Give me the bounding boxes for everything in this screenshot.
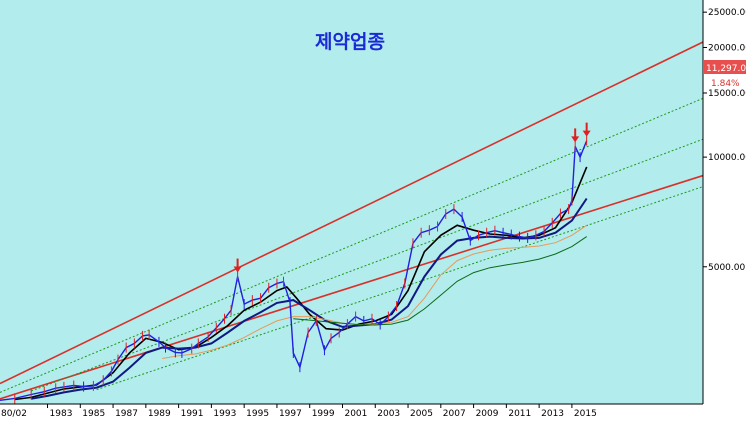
x-tick-label: 1997: [279, 409, 302, 419]
x-tick-label: 1991: [181, 409, 204, 419]
moving-average-line-1: [14, 166, 588, 401]
x-tick-label: 2007: [443, 409, 466, 419]
moving-average-line-3: [162, 224, 587, 359]
channel-line-3: [0, 97, 704, 393]
y-tick-label: 25000.00: [708, 8, 746, 18]
x-tick-label: 2003: [377, 409, 400, 419]
y-tick-label: 5000.00: [708, 263, 745, 273]
x-axis-panel: [0, 404, 746, 426]
last-price-box-bg: [703, 60, 746, 74]
x-tick-label: 2011: [508, 409, 531, 419]
arrow-head: [571, 136, 580, 143]
x-tick-label: 1995: [246, 409, 269, 419]
down-arrow-marker-1: [233, 258, 242, 273]
last-price-label: 11,297.02: [706, 64, 746, 74]
y-tick-label: 10000.00: [708, 153, 746, 163]
x-tick-label: 1987: [115, 409, 138, 419]
highlight-markers: [233, 122, 591, 273]
x-first-label: 80/02: [1, 409, 27, 419]
x-tick-label: 1999: [312, 409, 335, 419]
moving-averages: [14, 166, 588, 401]
channel-line-4: [30, 138, 704, 392]
y-axis-ticks: 25000.00 20000.00 15000.00 10000.00 5000.00: [703, 8, 746, 273]
moving-average-line-4: [293, 236, 587, 326]
plot-background: [0, 0, 703, 404]
x-tick-label: 1985: [82, 409, 105, 419]
channel-line-5: [96, 186, 704, 391]
down-arrow-marker-2: [571, 128, 580, 143]
x-tick-label: 1983: [50, 409, 73, 419]
last-change-label: 1.84%: [711, 79, 740, 89]
arrow-head: [582, 130, 591, 137]
last-price-box: 11,297.02 1.84%: [703, 60, 746, 89]
x-axis-ticks: 80/02 1983 1985 1987 1989 1991 1993 1995 1997 199…: [1, 404, 597, 419]
down-arrow-marker-3: [582, 122, 591, 137]
y-tick-label: 15000.00: [708, 89, 746, 99]
arrow-head: [233, 266, 242, 273]
x-tick-label: 2009: [476, 409, 499, 419]
y-tick-label: 20000.00: [708, 43, 746, 53]
price-series: [0, 135, 588, 404]
channel-line-1: [0, 41, 704, 385]
x-tick-label: 1993: [213, 409, 236, 419]
moving-average-line-2: [30, 197, 588, 400]
chart-title: 제약업종: [315, 31, 385, 53]
x-tick-label: 2015: [574, 409, 597, 419]
x-tick-label: 2013: [541, 409, 564, 419]
x-tick-label: 2001: [344, 409, 367, 419]
x-tick-label: 2005: [410, 409, 433, 419]
x-tick-label: 1989: [148, 409, 171, 419]
